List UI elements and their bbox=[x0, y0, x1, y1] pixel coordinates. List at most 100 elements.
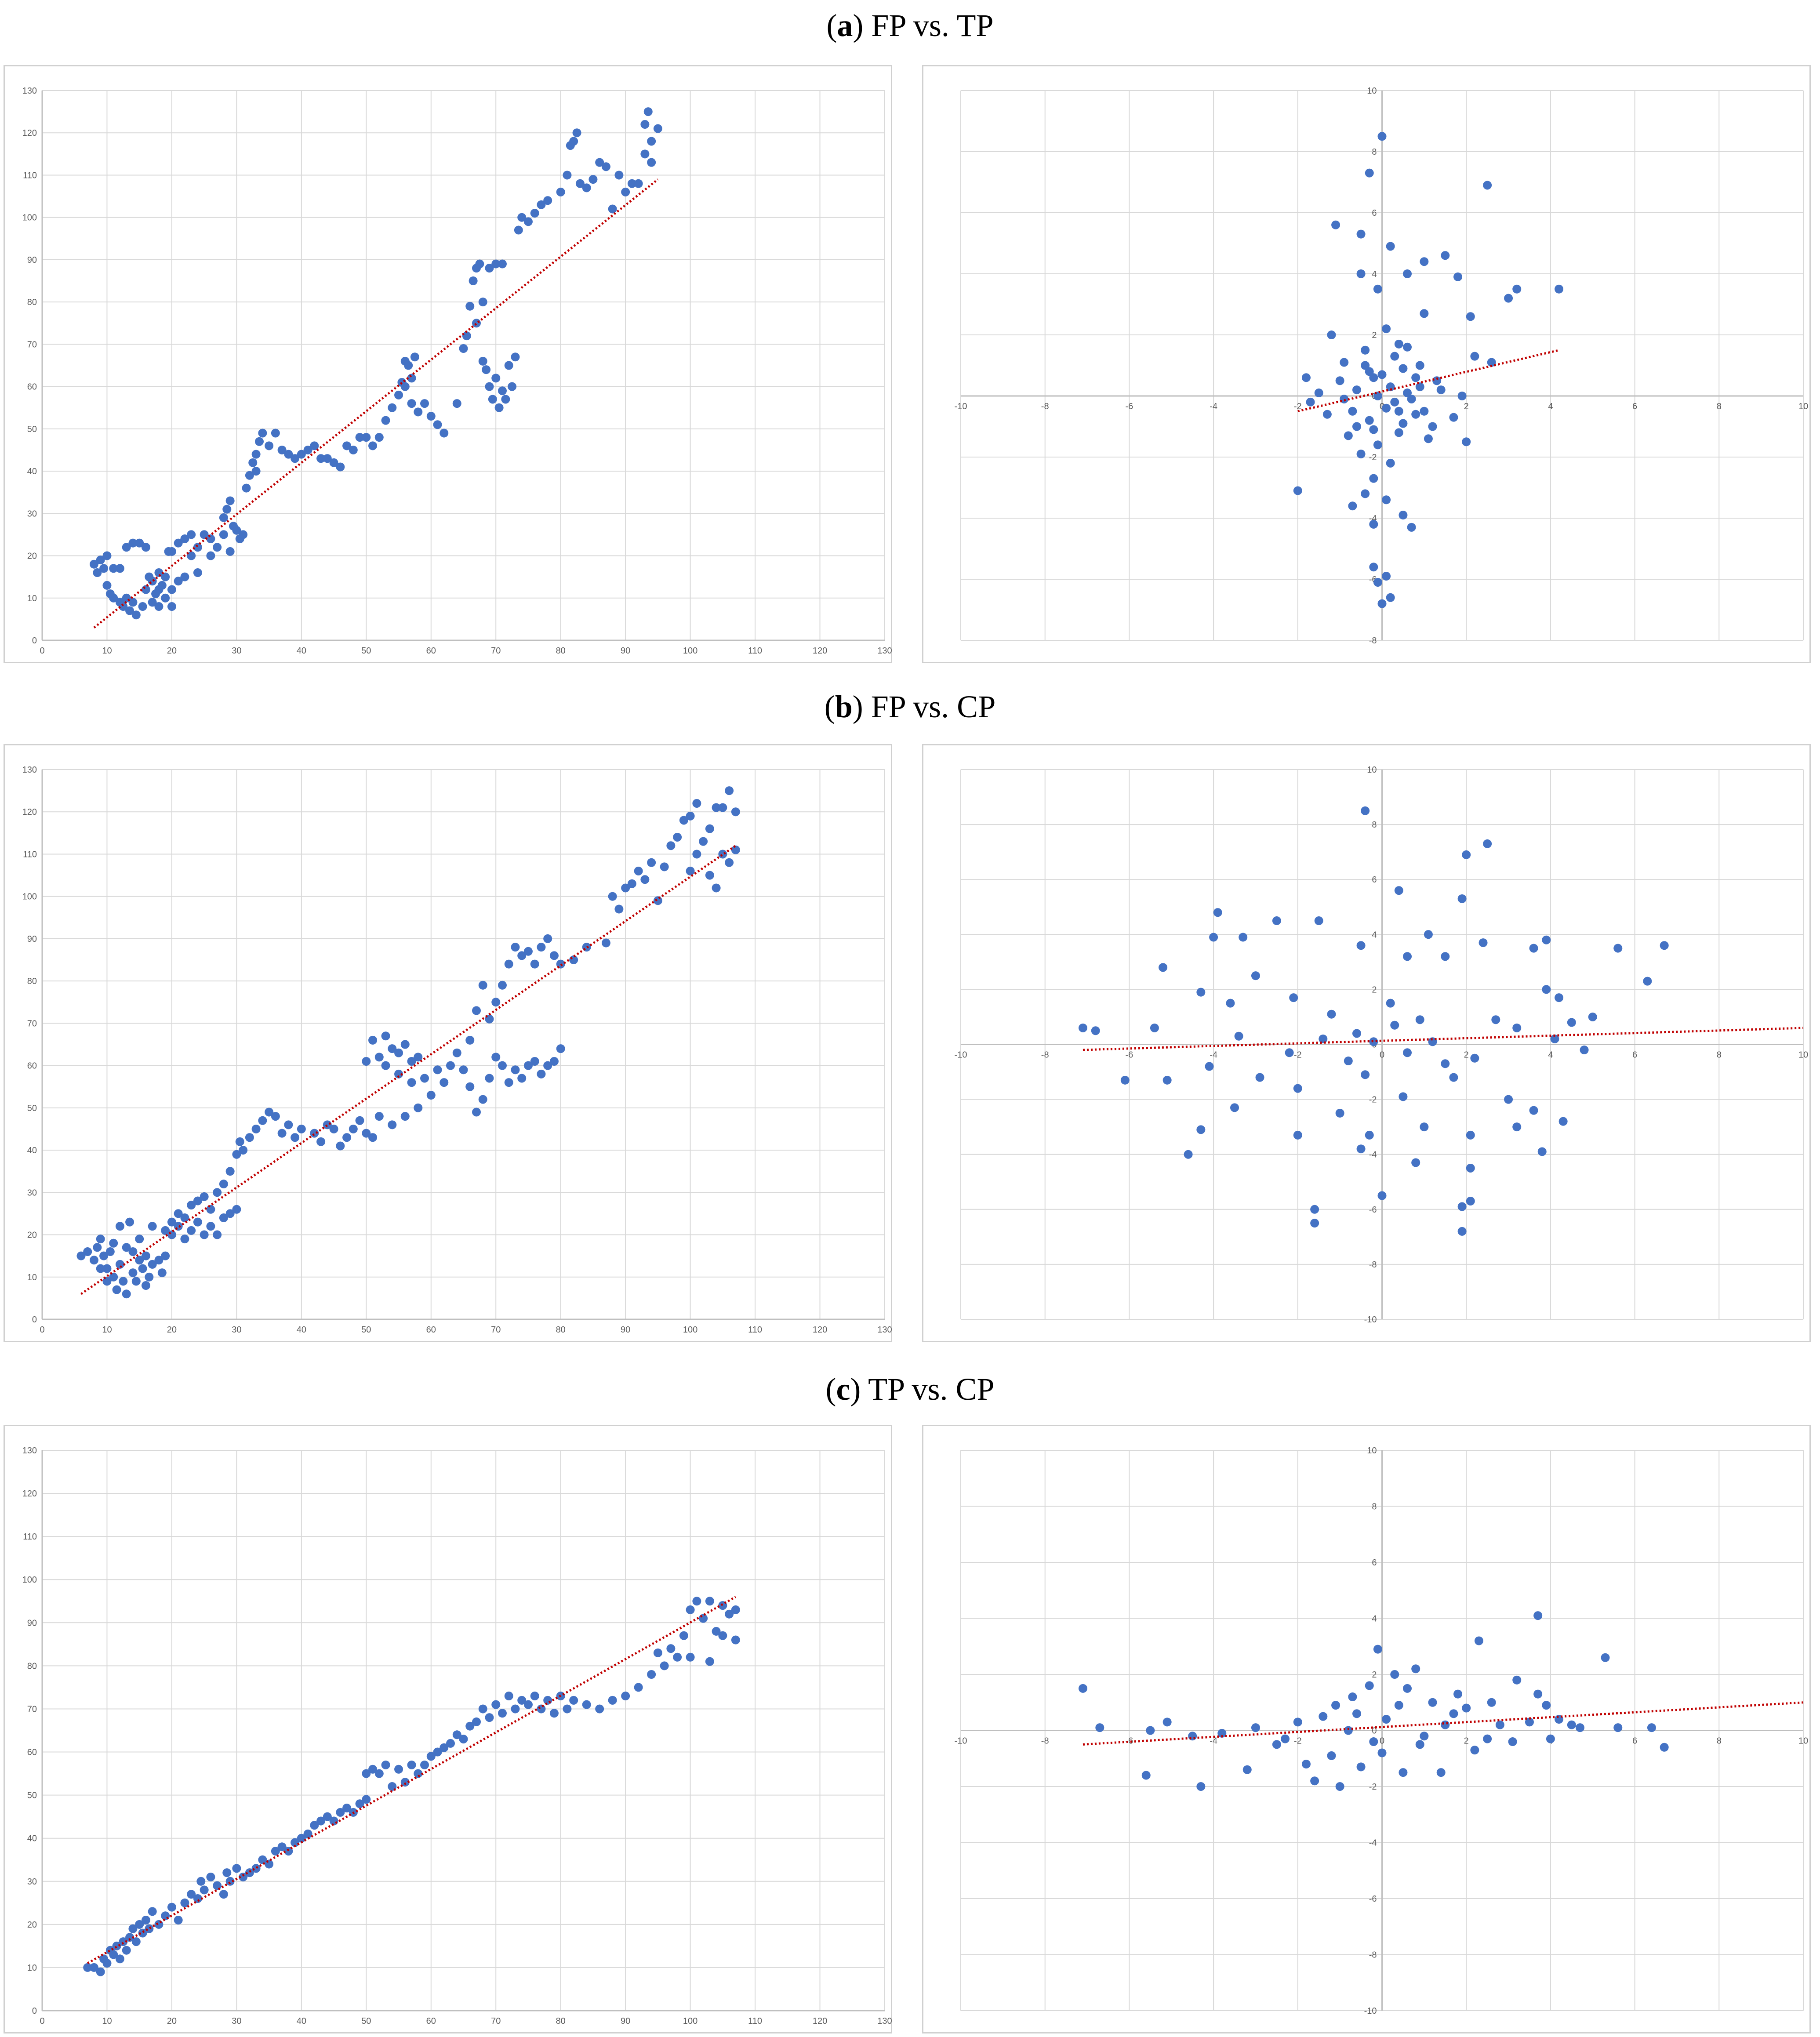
chart-b-right-point bbox=[1344, 1057, 1353, 1066]
chart-b-left-point bbox=[692, 799, 701, 808]
chart-a-right-point bbox=[1407, 523, 1416, 532]
chart-c-left-point bbox=[89, 1963, 98, 1972]
chart-b-left-x-tick-label: 130 bbox=[877, 1325, 892, 1335]
chart-a-right-x-tick-label: 10 bbox=[1798, 402, 1808, 411]
chart-a-left-point bbox=[206, 534, 215, 544]
chart-a-right-point bbox=[1348, 407, 1357, 416]
chart-b-left-point bbox=[213, 1188, 222, 1197]
chart-a-right-point bbox=[1386, 382, 1395, 392]
chart-a-left-point bbox=[93, 568, 102, 577]
chart-a-left-point bbox=[284, 450, 293, 459]
chart-b-left-point bbox=[686, 866, 695, 875]
chart-a-right-point bbox=[1436, 385, 1446, 395]
chart-a-right-point bbox=[1466, 312, 1475, 321]
chart-c-left-point bbox=[303, 1829, 312, 1838]
chart-a-left-point bbox=[303, 445, 312, 454]
chart-a-right-point bbox=[1356, 229, 1366, 239]
chart-a-right-x-tick-label: 8 bbox=[1717, 402, 1722, 411]
chart-b-left-point bbox=[381, 1061, 390, 1070]
chart-a-left-point bbox=[291, 454, 300, 463]
chart-b-right-point bbox=[1356, 941, 1366, 950]
chart-b-right-point bbox=[1462, 850, 1471, 859]
chart-a-left-point bbox=[109, 593, 118, 603]
chart-b-right-point bbox=[1230, 1103, 1239, 1112]
chart-c-right-point bbox=[1415, 1740, 1424, 1749]
chart-c-left-point bbox=[167, 1903, 176, 1912]
chart-a-left-point bbox=[89, 559, 98, 569]
chart-c-right-y-tick-label: -10 bbox=[1364, 2006, 1377, 2016]
chart-c-left-x-tick-label: 90 bbox=[621, 2016, 630, 2026]
chart-b-left-point bbox=[277, 1129, 287, 1138]
chart-b-left-y-tick-label: 20 bbox=[27, 1231, 37, 1240]
chart-b-right-point bbox=[1285, 1048, 1294, 1057]
chart-c-left-point bbox=[634, 1683, 643, 1692]
chart-b-left-point bbox=[125, 1217, 134, 1227]
chart-c-left-point bbox=[692, 1597, 701, 1606]
chart-a-left-point bbox=[414, 407, 423, 417]
chart-a-left-point bbox=[138, 602, 147, 611]
chart-c-right-point bbox=[1601, 1653, 1610, 1662]
chart-c-left-point bbox=[323, 1812, 332, 1821]
chart-a-right-point bbox=[1411, 410, 1420, 419]
chart-b-left-point bbox=[452, 1048, 461, 1057]
chart-b-left-point bbox=[187, 1226, 196, 1235]
chart-b-left-point bbox=[109, 1238, 118, 1248]
chart-b-left-point bbox=[76, 1251, 86, 1260]
chart-a-left-point bbox=[485, 264, 494, 273]
chart-c-right-y-tick-label: 2 bbox=[1372, 1670, 1377, 1680]
chart-b-left-point bbox=[102, 1277, 112, 1286]
chart-b-left-x-tick-label: 20 bbox=[167, 1325, 177, 1335]
chart-b-left-point bbox=[388, 1120, 397, 1129]
chart-a-left-point bbox=[475, 259, 484, 269]
chart-a-right-point bbox=[1382, 324, 1391, 334]
chart-a-left-point bbox=[336, 462, 345, 472]
chart-c-left-point bbox=[154, 1920, 163, 1929]
chart-b-left-point bbox=[394, 1048, 403, 1057]
chart-b-right-point bbox=[1293, 1084, 1302, 1093]
chart-a-right-point bbox=[1441, 251, 1450, 260]
chart-c-left-point bbox=[498, 1709, 507, 1718]
chart-c-left-x-tick-label: 120 bbox=[813, 2016, 827, 2026]
chart-b-left-point bbox=[157, 1268, 167, 1278]
chart-a-left-point bbox=[109, 564, 118, 573]
chart-b-right-x-tick-label: 0 bbox=[1380, 1050, 1384, 1060]
chart-c-right-point bbox=[1613, 1723, 1623, 1732]
chart-c-right-point bbox=[1575, 1723, 1584, 1732]
chart-c-left-point bbox=[219, 1890, 228, 1899]
chart-b-left-point bbox=[291, 1133, 300, 1142]
chart-b-right-point bbox=[1091, 1026, 1100, 1035]
chart-b-left-x-tick-label: 40 bbox=[297, 1325, 306, 1335]
chart-c-left-point bbox=[128, 1924, 138, 1933]
chart-b-right-point bbox=[1415, 1015, 1424, 1024]
chart-c-right-point bbox=[1470, 1746, 1479, 1755]
chart-b-left-point bbox=[206, 1205, 215, 1214]
chart-b-left-point bbox=[93, 1243, 102, 1252]
chart-a-left-point bbox=[193, 568, 202, 577]
chart-c-left-point bbox=[731, 1605, 740, 1614]
chart-b-left-y-tick-label: 100 bbox=[22, 892, 37, 902]
chart-b-left-svg: 0 10 20 30 40 50 60 70 80 90 100 110 120 130 0 10 20 30 40… bbox=[22, 765, 892, 1335]
chart-c-right-point bbox=[1441, 1720, 1450, 1729]
chart-b-right-point bbox=[1386, 999, 1395, 1008]
chart-a-left-point bbox=[122, 543, 131, 552]
chart-a-left-x-tick-label: 20 bbox=[167, 646, 177, 656]
chart-a-left-point bbox=[297, 450, 306, 459]
caption-b-letter: b bbox=[835, 689, 853, 724]
chart-c-right-x-tick-label: 8 bbox=[1717, 1736, 1722, 1746]
chart-a-left-x-tick-label: 80 bbox=[556, 646, 566, 656]
chart-a-left-point bbox=[462, 331, 471, 341]
chart-c-left-point bbox=[115, 1954, 124, 1964]
chart-b-left-point bbox=[200, 1230, 209, 1239]
chart-c-left-point bbox=[653, 1648, 662, 1657]
chart-b-left-point bbox=[355, 1116, 364, 1125]
chart-a-right-point bbox=[1369, 474, 1378, 483]
chart-b-left-point bbox=[647, 858, 656, 867]
caption-a-letter: a bbox=[837, 8, 853, 43]
chart-b-right-trendline bbox=[1083, 1027, 1804, 1051]
chart-b-right-x-tick-label: 4 bbox=[1548, 1050, 1553, 1060]
chart-b-left-point bbox=[705, 871, 714, 880]
chart-a-left-y-tick-label: 30 bbox=[27, 509, 37, 519]
chart-b-left-y-tick-label: 50 bbox=[27, 1104, 37, 1113]
chart-b-left-y-tick-label: 10 bbox=[27, 1273, 37, 1282]
chart-b-left-point bbox=[180, 1213, 189, 1223]
